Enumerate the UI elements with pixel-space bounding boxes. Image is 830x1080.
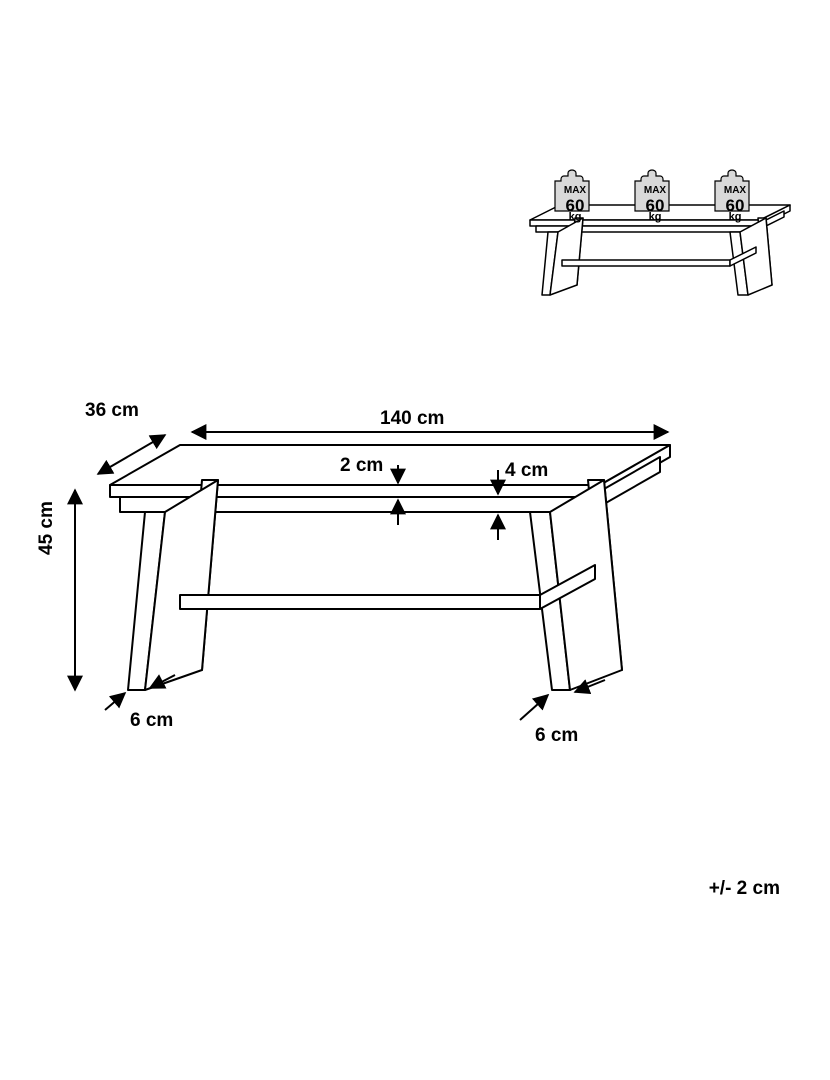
dim-depth: 36 cm [85,400,139,422]
weight-label-2: MAX 60 kg [637,186,673,224]
dim-top-thk: 2 cm [340,455,383,477]
main-bench-svg [20,390,700,800]
weight-label-3: MAX 60 kg [717,186,753,224]
diagram-canvas: MAX 60 kg MAX 60 kg MAX 60 kg [0,0,830,1080]
dim-length: 140 cm [380,408,444,430]
dim-leg-b: 6 cm [535,725,578,747]
dim-height: 45 cm [36,501,58,555]
tolerance: +/- 2 cm [709,878,780,900]
dim-apron: 4 cm [505,460,548,482]
weight-label-1: MAX 60 kg [557,186,593,224]
dim-leg-a: 6 cm [130,710,173,732]
weight-unit: kg [557,212,593,224]
